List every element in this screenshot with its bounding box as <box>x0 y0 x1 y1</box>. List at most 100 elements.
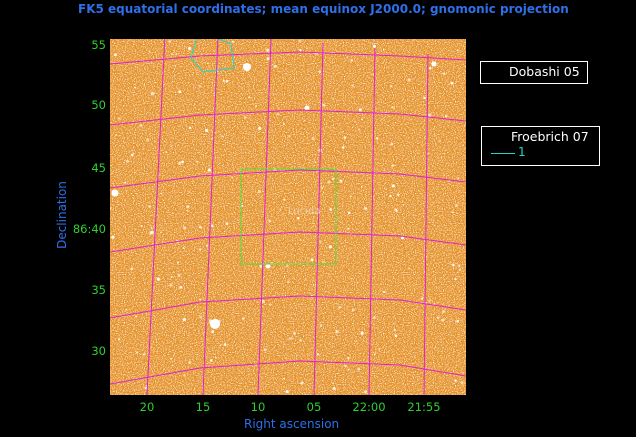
star <box>390 142 394 146</box>
star <box>364 207 368 210</box>
star <box>111 172 114 175</box>
star <box>358 128 361 131</box>
star <box>261 299 265 303</box>
star <box>205 244 209 247</box>
star <box>341 146 345 149</box>
star <box>299 81 301 83</box>
star <box>313 285 315 287</box>
star <box>130 267 134 271</box>
star <box>149 231 153 235</box>
star <box>182 317 186 321</box>
star <box>148 205 151 208</box>
star <box>186 209 188 212</box>
star <box>208 131 210 133</box>
grid-line <box>110 231 466 253</box>
star <box>396 193 400 196</box>
star <box>300 239 302 241</box>
star <box>338 306 341 309</box>
y-tick: 35 <box>91 283 106 297</box>
star <box>372 44 376 48</box>
star <box>296 354 298 356</box>
coordinate-grid <box>110 39 466 395</box>
star <box>428 113 432 117</box>
star <box>289 337 293 340</box>
star <box>186 205 190 209</box>
x-tick: 20 <box>139 400 155 414</box>
star <box>214 356 217 359</box>
star <box>140 124 143 127</box>
star <box>394 208 398 211</box>
star <box>160 231 162 234</box>
star <box>420 297 424 300</box>
star <box>441 318 445 322</box>
bright-star <box>210 319 220 329</box>
star <box>428 299 432 302</box>
star <box>351 277 353 280</box>
star <box>433 303 435 305</box>
sky-image[interactable]: Lucida <box>110 39 466 395</box>
star <box>196 160 199 163</box>
y-tick: 30 <box>91 344 106 358</box>
star <box>318 70 322 74</box>
star <box>160 192 163 195</box>
star <box>410 118 412 121</box>
grid-line <box>313 42 324 395</box>
star <box>351 126 353 129</box>
star <box>303 120 306 122</box>
star <box>458 268 462 271</box>
star <box>318 240 322 243</box>
star <box>225 79 229 83</box>
grid-line <box>257 39 272 395</box>
legend-dobashi-label: Dobashi 05 <box>509 64 580 79</box>
star <box>457 177 460 180</box>
star <box>194 68 196 70</box>
star <box>134 86 136 89</box>
star <box>221 135 224 138</box>
star <box>458 264 461 267</box>
star <box>321 260 325 264</box>
star <box>383 49 385 51</box>
star <box>360 185 363 188</box>
star <box>177 273 181 277</box>
star <box>148 51 151 53</box>
star <box>268 219 271 223</box>
star <box>242 317 245 320</box>
star <box>255 191 257 193</box>
sky-image-svg: Lucida <box>110 39 466 395</box>
star <box>259 264 263 268</box>
star <box>347 227 350 230</box>
star <box>113 61 115 63</box>
star <box>347 211 351 215</box>
x-axis-label: Right ascension <box>244 417 340 431</box>
star <box>260 190 262 192</box>
legend-froebrich-label: Froebrich 07 <box>511 129 589 144</box>
star <box>207 168 211 172</box>
star <box>282 377 285 380</box>
star <box>442 310 445 314</box>
star <box>248 96 251 99</box>
star <box>116 78 119 81</box>
star <box>341 132 343 134</box>
star <box>332 386 336 390</box>
star <box>395 210 398 213</box>
plot-title: FK5 equatorial coordinates; mean equinox… <box>78 2 569 16</box>
star <box>275 249 277 251</box>
bright-star <box>265 263 271 269</box>
star <box>450 81 453 85</box>
star <box>162 327 164 329</box>
grid-line <box>146 39 166 395</box>
star <box>401 236 405 240</box>
star <box>381 118 384 120</box>
legend-dobashi[interactable]: Dobashi 05 <box>480 61 588 84</box>
star <box>439 140 442 142</box>
star <box>299 339 303 342</box>
star <box>279 208 281 211</box>
legend-froebrich[interactable]: Froebrich 07 1 <box>481 126 600 166</box>
star <box>347 368 350 371</box>
star <box>188 361 192 364</box>
star <box>430 219 433 221</box>
star <box>222 79 225 82</box>
grid-line <box>110 169 466 189</box>
star <box>211 330 214 334</box>
star <box>170 275 173 279</box>
